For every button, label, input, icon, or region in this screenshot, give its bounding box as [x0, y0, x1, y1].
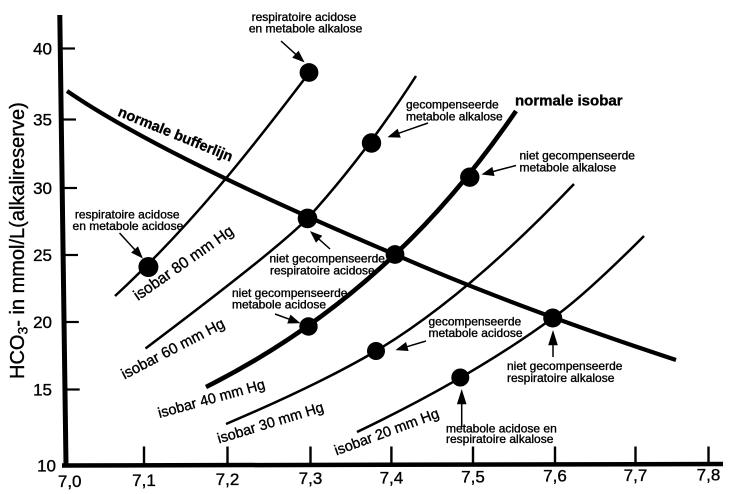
svg-text:7,5: 7,5	[461, 468, 485, 487]
svg-text:7,4: 7,4	[380, 468, 404, 487]
svg-text:metabole acidose en: metabole acidose en	[446, 422, 557, 436]
svg-text:respiratoire acidose: respiratoire acidose	[270, 264, 375, 278]
svg-text:7,0: 7,0	[58, 472, 82, 491]
svg-text:respiratoire acidose: respiratoire acidose	[252, 10, 357, 24]
svg-text:niet gecompenseerde: niet gecompenseerde	[232, 286, 348, 300]
svg-text:7,8: 7,8	[697, 465, 721, 484]
svg-text:respiratoire acidose: respiratoire acidose	[75, 208, 180, 222]
svg-text:20: 20	[33, 313, 52, 332]
svg-text:35: 35	[33, 111, 52, 130]
svg-text:en metabole alkalose: en metabole alkalose	[249, 22, 363, 36]
svg-text:7,6: 7,6	[543, 467, 567, 486]
svg-text:metabole acidose: metabole acidose	[429, 326, 523, 340]
svg-text:40: 40	[33, 40, 52, 59]
svg-text:7,2: 7,2	[216, 470, 240, 489]
svg-text:30: 30	[33, 179, 52, 198]
svg-text:7,1: 7,1	[132, 471, 156, 490]
svg-text:HCO3- in mmol/L(alkalireserve): HCO3- in mmol/L(alkalireserve)	[7, 102, 31, 379]
svg-text:niet gecompenseerde: niet gecompenseerde	[507, 359, 623, 373]
svg-text:25: 25	[33, 246, 52, 265]
svg-text:metabole acidose: metabole acidose	[232, 298, 326, 312]
svg-text:respiratoire alkalose: respiratoire alkalose	[507, 371, 615, 385]
svg-text:10: 10	[37, 457, 56, 476]
svg-text:7,7: 7,7	[624, 466, 648, 485]
svg-text:en metabole acidose: en metabole acidose	[73, 219, 184, 233]
svg-text:respiratoire alkalose: respiratoire alkalose	[446, 432, 554, 446]
svg-text:niet gecompenseerde: niet gecompenseerde	[520, 149, 636, 163]
svg-text:metabole alkalose: metabole alkalose	[520, 161, 617, 175]
svg-text:15: 15	[33, 381, 52, 400]
svg-text:metabole alkalose: metabole alkalose	[406, 110, 503, 124]
svg-text:gecompenseerde: gecompenseerde	[429, 315, 522, 329]
svg-text:normale isobar: normale isobar	[515, 93, 623, 110]
svg-text:gecompenseerde: gecompenseerde	[406, 98, 499, 112]
svg-text:7,3: 7,3	[299, 469, 323, 488]
svg-text:niet gecompenseerde: niet gecompenseerde	[270, 252, 386, 266]
